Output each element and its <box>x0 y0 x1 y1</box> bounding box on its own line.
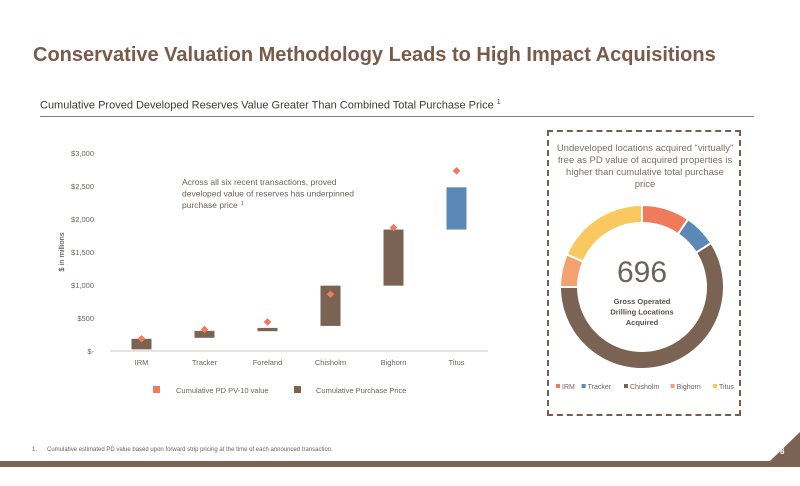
y-tick-label: $- <box>87 347 94 356</box>
subtitle-rule <box>40 116 754 117</box>
pd-marker-tracker <box>200 325 209 334</box>
donut-legend-label: Bighorn <box>677 384 701 391</box>
bottom-band <box>0 461 800 467</box>
x-tick-label: Foreland <box>253 358 283 367</box>
pd-marker-irm <box>137 334 146 343</box>
chart-annotation: Across all six recent transactions, prov… <box>182 177 354 210</box>
slide-subtitle: Cumulative Proved Developed Reserves Val… <box>40 99 501 112</box>
x-tick-label: IRM <box>135 358 149 367</box>
donut-legend-label: IRM <box>562 384 575 391</box>
bar-bighorn <box>383 229 404 286</box>
bar-chisholm <box>320 285 341 326</box>
legend-swatch-pd <box>153 386 160 393</box>
donut-legend-label: Titus <box>719 384 734 391</box>
y-tick-label: $1,500 <box>71 248 94 257</box>
y-tick-label: $2,000 <box>71 215 94 224</box>
donut-legend-label: Chisholm <box>630 384 659 391</box>
y-tick-label: $3,000 <box>71 149 94 158</box>
donut-slice-titus <box>565 203 643 263</box>
footnote: 1. Cumulative estimated PD value based up… <box>32 447 333 453</box>
legend-label-purchase: Cumulative Purchase Price <box>316 386 406 395</box>
annotation-line: developed value of reserves has underpin… <box>182 189 354 199</box>
donut-legend-swatch-tracker <box>581 384 586 388</box>
pd-marker-titus <box>452 167 461 175</box>
annotation-footnote-ref: 1 <box>241 201 244 207</box>
y-tick-label: $500 <box>77 314 94 323</box>
x-tick-label: Chisholm <box>315 358 346 367</box>
donut-center-value: 696 <box>617 256 667 289</box>
x-tick-label: Tracker <box>192 358 218 367</box>
y-tick-label: $2,500 <box>71 182 94 191</box>
y-axis-label: $ in millions <box>57 232 66 271</box>
donut-legend-swatch-titus <box>713 384 717 388</box>
locations-panel-text: Undeveloped locations acquired “virtuall… <box>556 143 734 190</box>
bar-titus <box>446 187 467 230</box>
donut-legend-swatch-irm <box>556 384 560 388</box>
donut-legend-swatch-bighorn <box>670 384 675 388</box>
annotation-line: purchase price <box>182 200 238 210</box>
pd-marker-chisholm <box>326 290 335 299</box>
donut-center-label: Gross Operated Drilling Locations Acquired <box>610 297 673 327</box>
center-label-line: Drilling Locations <box>610 308 673 317</box>
annotation-line: Across all six recent transactions, prov… <box>182 177 337 187</box>
page-number: 8 <box>780 447 785 456</box>
legend-label-pd: Cumulative PD PV-10 value <box>176 386 269 395</box>
locations-panel <box>547 130 741 416</box>
donut-legend-swatch-chisholm <box>624 384 628 388</box>
donut-legend-label: Tracker <box>588 384 612 391</box>
subtitle-footnote-ref: 1 <box>496 99 501 106</box>
slide-title: Conservative Valuation Methodology Leads… <box>33 44 716 66</box>
center-label-line: Gross Operated <box>614 297 671 306</box>
center-label-line: Acquired <box>626 318 659 327</box>
x-tick-label: Bighorn <box>381 358 407 367</box>
pd-marker-bighorn <box>389 223 398 232</box>
x-tick-label: Titus <box>449 358 465 367</box>
footnote-number: 1. <box>32 447 38 453</box>
bar-irm <box>131 338 152 350</box>
pd-marker-foreland <box>263 318 272 326</box>
y-tick-label: $1,000 <box>71 281 94 290</box>
footnote-text: Cumulative estimated PD value based upon… <box>47 447 333 453</box>
legend-swatch-purchase <box>294 386 301 393</box>
subtitle-text: Cumulative Proved Developed Reserves Val… <box>40 99 494 112</box>
bar-tracker <box>194 330 215 338</box>
donut-slice-chisholm <box>558 241 725 370</box>
bar-foreland <box>257 327 278 332</box>
